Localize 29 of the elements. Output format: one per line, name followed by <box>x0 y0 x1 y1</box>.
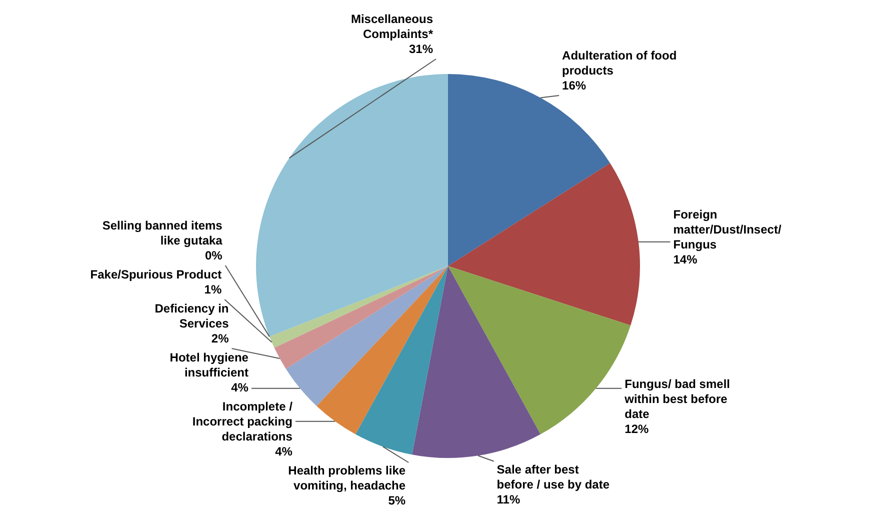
category-label: Selling banned items like gutaka <box>102 218 222 248</box>
pie-slice <box>316 266 448 434</box>
data-label: 5% <box>388 494 406 508</box>
pie-slice <box>448 163 640 326</box>
data-label: 14% <box>673 252 698 267</box>
slice-label: Miscellaneous Complaints* <box>350 12 434 42</box>
pie-slice <box>274 266 448 369</box>
slice-label: Health problems like vomiting, headache <box>288 464 406 493</box>
pie-slice <box>356 266 448 455</box>
text: 0% <box>205 248 222 263</box>
data-label: 4% <box>275 444 293 459</box>
slice-label: Sale after best before / use by date <box>496 462 610 492</box>
data-label: 16% <box>562 78 586 93</box>
pie-slice <box>412 266 540 458</box>
slice-label: Hotel hygiene insufficient <box>170 350 249 380</box>
slice-label: Fungus/ bad smell within best before date <box>624 377 730 422</box>
data-label: 11% <box>496 492 520 506</box>
slice-label: Fake/Spurious Product <box>90 268 222 282</box>
data-label: 1% <box>204 282 222 297</box>
data-label: 4% <box>231 380 249 395</box>
data-label: 12% <box>624 422 649 436</box>
data-label: 31% <box>408 42 434 56</box>
pie-slice <box>256 74 448 337</box>
pie-slice <box>269 266 448 348</box>
slice-label: Foreign matter/Dust/Insect/ Fungus <box>673 208 782 252</box>
slice-label: Deficiency in Services <box>154 302 230 331</box>
slice-label: Adulteration of food products <box>562 48 677 78</box>
slice-label: Incomplete / Incorrect packing declarations <box>192 400 294 444</box>
data-label: 2% <box>211 332 230 346</box>
